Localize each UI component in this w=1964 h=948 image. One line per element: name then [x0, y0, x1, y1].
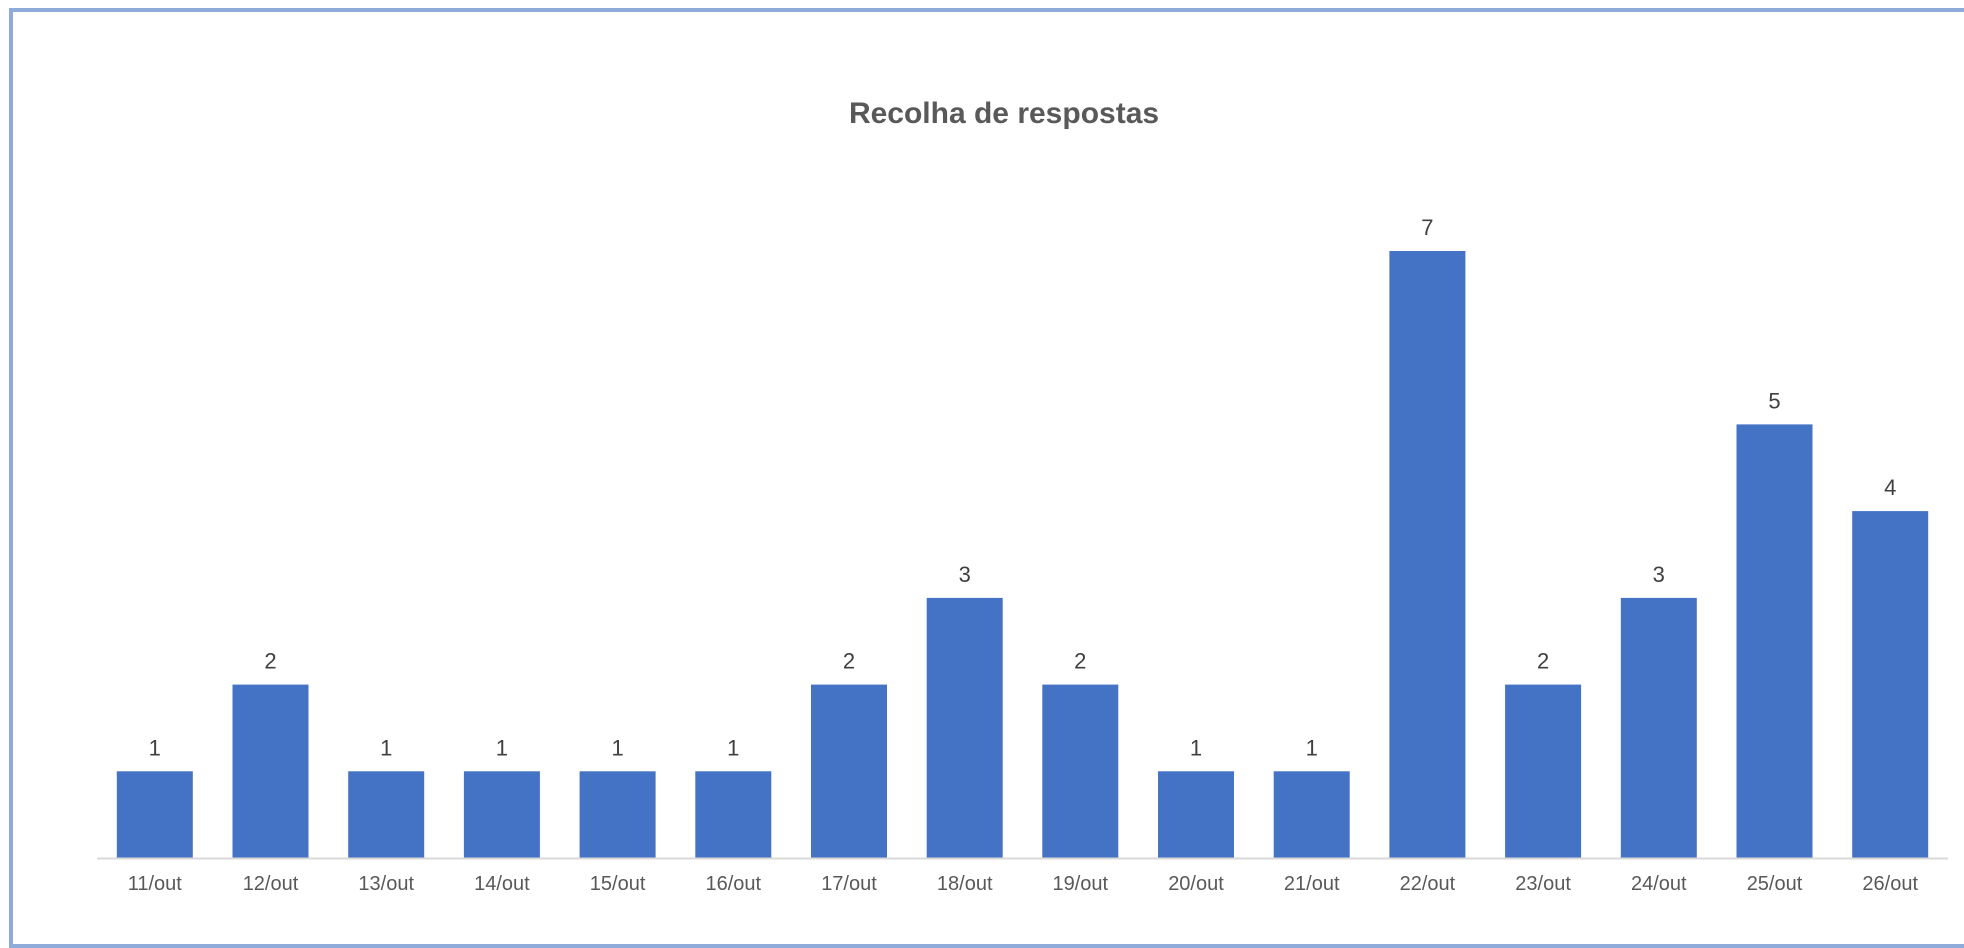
- data-label: 1: [496, 735, 508, 760]
- data-label: 7: [1421, 215, 1433, 240]
- x-tick-label: 19/out: [1052, 873, 1108, 895]
- value-labels-group: 1 2 1 1 1 1 2 3 2 1 1 7 2 3 5 4: [149, 215, 1897, 760]
- bar-13-out: [348, 771, 425, 858]
- data-label: 1: [149, 735, 161, 760]
- x-tick-label: 23/out: [1515, 873, 1571, 895]
- bars-group: [116, 251, 1929, 858]
- data-label: 1: [380, 735, 392, 760]
- x-tick-label: 12/out: [243, 873, 299, 895]
- x-tick-label: 21/out: [1284, 873, 1340, 895]
- bar-26-out: [1852, 511, 1929, 858]
- bar-11-out: [116, 771, 193, 858]
- data-label: 1: [727, 735, 739, 760]
- bar-18-out: [926, 597, 1003, 858]
- data-label: 3: [1653, 562, 1665, 587]
- data-label: 5: [1768, 388, 1780, 413]
- chart-title: Recolha de respostas: [849, 97, 1159, 130]
- x-tick-label: 18/out: [937, 873, 993, 895]
- data-label: 1: [1306, 735, 1318, 760]
- x-tick-label: 16/out: [705, 873, 761, 895]
- bar-25-out: [1736, 424, 1813, 858]
- data-label: 2: [843, 649, 855, 674]
- data-label: 2: [1074, 649, 1086, 674]
- x-tick-label: 25/out: [1747, 873, 1803, 895]
- x-tick-label: 26/out: [1862, 873, 1918, 895]
- x-tick-label: 24/out: [1631, 873, 1687, 895]
- x-tick-label: 13/out: [358, 873, 414, 895]
- bar-24-out: [1620, 597, 1697, 858]
- bar-19-out: [1042, 684, 1119, 858]
- data-label: 1: [611, 735, 623, 760]
- bar-15-out: [579, 771, 656, 858]
- bar-chart: Recolha de respostas 1 2 1 1 1 1 2 3 2 1 1 7 2 3 5 4 11…: [97, 97, 1948, 895]
- data-label: 2: [264, 649, 276, 674]
- x-tick-labels-group: 11/out 12/out 13/out 14/out 15/out 16/out 17/o…: [128, 873, 1919, 895]
- bar-23-out: [1505, 684, 1582, 858]
- x-tick-label: 20/out: [1168, 873, 1224, 895]
- bar-20-out: [1158, 771, 1234, 858]
- bar-14-out: [463, 771, 540, 858]
- data-label: 3: [959, 562, 971, 587]
- bar-21-out: [1273, 771, 1350, 858]
- x-tick-label: 17/out: [821, 873, 877, 895]
- bar-16-out: [695, 771, 772, 858]
- bar-22-out: [1389, 251, 1466, 858]
- data-label: 4: [1884, 475, 1896, 500]
- bar-12-out: [232, 684, 309, 858]
- bar-17-out: [811, 684, 887, 858]
- x-tick-label: 15/out: [590, 873, 646, 895]
- x-tick-label: 14/out: [474, 873, 530, 895]
- x-tick-label: 11/out: [128, 873, 183, 895]
- data-label: 2: [1537, 649, 1549, 674]
- data-label: 1: [1190, 735, 1202, 760]
- x-tick-label: 22/out: [1400, 873, 1456, 895]
